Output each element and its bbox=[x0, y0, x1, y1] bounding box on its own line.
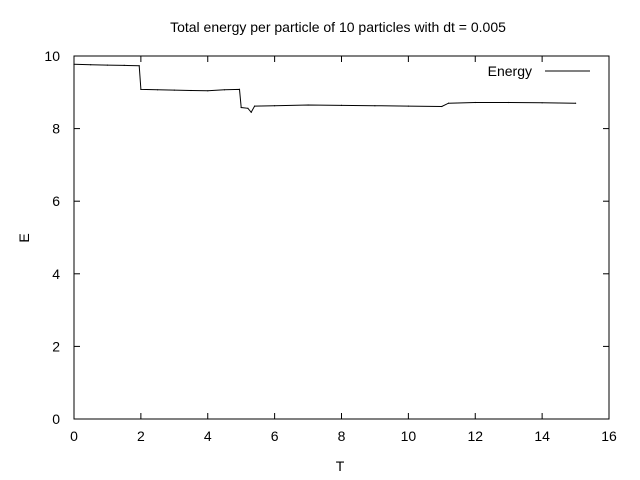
data-point bbox=[240, 106, 242, 109]
data-point bbox=[307, 104, 309, 106]
y-tick-label: 4 bbox=[52, 266, 60, 282]
y-axis-label: E bbox=[16, 233, 32, 242]
data-point bbox=[106, 64, 108, 66]
y-tick-label: 8 bbox=[52, 121, 60, 137]
tick-labels: 0 2 4 6 8 10 12 14 16 0 2 4 6 8 10 bbox=[44, 48, 617, 444]
x-tick-label: 6 bbox=[271, 428, 279, 444]
data-point bbox=[238, 88, 241, 90]
data-point bbox=[123, 64, 125, 66]
data-point bbox=[541, 102, 543, 104]
data-point bbox=[157, 89, 159, 91]
y-tick-label: 2 bbox=[52, 338, 60, 354]
data-point bbox=[441, 105, 443, 108]
data-point bbox=[207, 90, 209, 92]
x-tick-label: 8 bbox=[338, 428, 346, 444]
data-point bbox=[340, 104, 343, 106]
data-point bbox=[173, 89, 175, 91]
series-group bbox=[73, 63, 577, 114]
data-point bbox=[508, 101, 510, 104]
data-point bbox=[90, 64, 92, 66]
plot-frame bbox=[73, 55, 610, 420]
legend-label-energy: Energy bbox=[488, 63, 532, 79]
data-point bbox=[274, 105, 276, 107]
data-point bbox=[190, 89, 192, 92]
data-point bbox=[575, 102, 577, 104]
legend: Energy bbox=[488, 63, 590, 79]
chart-title: Total energy per particle of 10 particle… bbox=[170, 19, 506, 35]
x-tick-label: 2 bbox=[137, 428, 145, 444]
data-point bbox=[447, 102, 450, 104]
data-point bbox=[250, 111, 252, 113]
data-point bbox=[474, 101, 476, 104]
x-axis-label: T bbox=[336, 458, 345, 474]
x-tick-label: 14 bbox=[534, 428, 550, 444]
y-tick-label: 0 bbox=[52, 411, 60, 427]
data-point bbox=[223, 89, 226, 91]
data-point bbox=[374, 105, 376, 107]
x-tick-label: 16 bbox=[601, 428, 617, 444]
data-point bbox=[138, 65, 140, 67]
x-tick-label: 10 bbox=[401, 428, 417, 444]
data-point bbox=[73, 63, 75, 65]
y-tick-label: 10 bbox=[44, 48, 60, 64]
axis-ticks bbox=[73, 55, 610, 420]
y-tick-label: 6 bbox=[52, 193, 60, 209]
x-tick-label: 4 bbox=[204, 428, 212, 444]
x-tick-label: 0 bbox=[70, 428, 78, 444]
data-point bbox=[247, 107, 249, 109]
data-point bbox=[254, 105, 256, 107]
data-point bbox=[140, 88, 142, 90]
x-tick-label: 12 bbox=[467, 428, 483, 444]
data-point bbox=[407, 105, 409, 107]
